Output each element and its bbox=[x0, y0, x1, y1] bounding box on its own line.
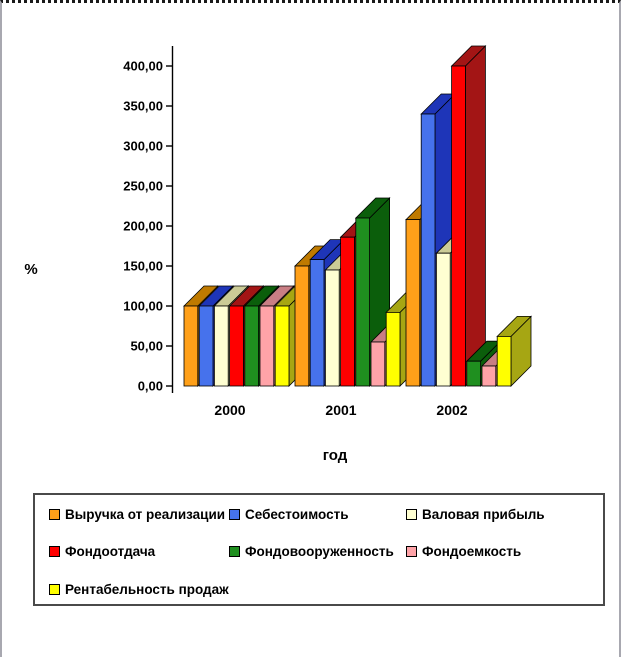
x-tick-label: 2000 bbox=[214, 402, 245, 418]
y-tick-label: 150,00 bbox=[123, 259, 163, 274]
y-tick-label: 100,00 bbox=[123, 299, 163, 314]
bar-front-face bbox=[309, 259, 325, 387]
legend-item: Рентабельность продаж bbox=[49, 582, 229, 597]
x-tick-label: 2001 bbox=[325, 402, 356, 418]
bar-front-face bbox=[259, 305, 275, 387]
y-tick-label: 0,00 bbox=[138, 379, 163, 394]
bar-front-face bbox=[244, 305, 260, 387]
bar-chart-3d: 0,00 50,00 100,00 150,00 200,00 250,00 300,00 3… bbox=[24, 45, 532, 464]
bar-front-face bbox=[340, 236, 355, 387]
legend-swatch-icon bbox=[49, 584, 60, 595]
bar-front-face bbox=[435, 252, 451, 387]
legend-label: Рентабельность продаж bbox=[65, 582, 229, 597]
x-tick-label: 2002 bbox=[436, 402, 467, 418]
bar-front-face bbox=[466, 360, 481, 387]
bar-front-face bbox=[420, 113, 436, 387]
bar-front-face bbox=[355, 217, 370, 387]
bar-front-face bbox=[481, 365, 497, 387]
legend-item: Выручка от реализации bbox=[49, 507, 225, 522]
legend-label: Фондоотдача bbox=[65, 544, 156, 559]
bar-front-face bbox=[198, 305, 214, 387]
legend-label: Фондоемкость bbox=[422, 544, 522, 559]
legend-swatch-icon bbox=[49, 546, 60, 557]
legend-item: Фондоотдача bbox=[49, 544, 155, 559]
bars-layer bbox=[183, 45, 532, 387]
legend-item: Фондоемкость bbox=[406, 544, 521, 559]
legend-swatch-icon bbox=[49, 509, 60, 520]
chart-legend: Выручка от реализации Себестоимость Валова… bbox=[33, 493, 605, 606]
bar-front-face bbox=[405, 219, 421, 387]
legend-label: Себестоимость bbox=[245, 507, 349, 522]
legend-item: Себестоимость bbox=[229, 507, 349, 522]
bar-front-face bbox=[213, 305, 229, 387]
x-axis-title: год bbox=[323, 447, 348, 464]
y-tick-label: 250,00 bbox=[123, 179, 163, 194]
legend-swatch-icon bbox=[406, 509, 417, 520]
bar-2002-series-3 bbox=[450, 45, 487, 387]
bar-front-face bbox=[183, 305, 199, 387]
bar-front-face bbox=[496, 335, 512, 387]
legend-label: Выручка от реализации bbox=[65, 507, 226, 522]
y-tick-label: 400,00 bbox=[123, 59, 163, 74]
legend-label: Валовая прибыль bbox=[422, 507, 545, 522]
y-tick-label: 200,00 bbox=[123, 219, 163, 234]
y-tick-label: 350,00 bbox=[123, 99, 163, 114]
legend-swatch-icon bbox=[229, 509, 240, 520]
bar-front-face bbox=[324, 269, 340, 387]
bar-front-face bbox=[370, 341, 386, 387]
bar-front-face bbox=[229, 305, 244, 387]
axis-layer: 0,00 50,00 100,00 150,00 200,00 250,00 300,00 3… bbox=[123, 46, 468, 418]
y-tick-label: 50,00 bbox=[130, 339, 163, 354]
legend-item: Фондовооруженность bbox=[229, 544, 394, 559]
legend-item: Валовая прибыль bbox=[406, 507, 545, 522]
y-axis-title: % bbox=[24, 261, 37, 278]
bar-front-face bbox=[294, 265, 310, 387]
y-tick-label: 300,00 bbox=[123, 139, 163, 154]
legend-swatch-icon bbox=[229, 546, 240, 557]
legend-swatch-icon bbox=[406, 546, 417, 557]
bar-front-face bbox=[385, 311, 401, 387]
bar-front-face bbox=[274, 305, 290, 387]
bar-2002-series-6 bbox=[496, 315, 532, 387]
legend-label: Фондовооруженность bbox=[245, 544, 394, 559]
bar-front-face bbox=[451, 65, 466, 387]
bar-side-face bbox=[464, 45, 486, 387]
